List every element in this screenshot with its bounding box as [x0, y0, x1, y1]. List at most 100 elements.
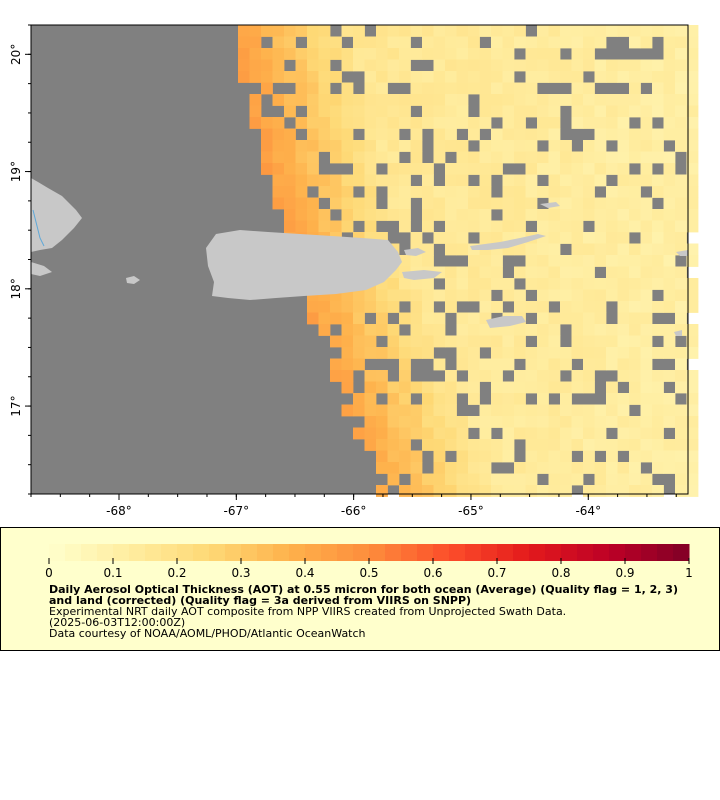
aot-cell	[456, 289, 469, 302]
aot-cell	[652, 209, 664, 221]
aot-cell	[548, 335, 561, 348]
aot-cell	[640, 381, 653, 394]
aot-cell	[284, 140, 296, 152]
aot-cell	[456, 25, 469, 37]
aot-cell	[445, 301, 457, 313]
aot-cell	[376, 82, 388, 95]
aot-cell	[560, 416, 572, 428]
aot-cell	[525, 151, 538, 164]
aot-cell	[686, 485, 699, 497]
aot-cell	[341, 289, 354, 302]
aot-cell	[456, 278, 469, 290]
aot-cell	[376, 209, 388, 221]
aot-cell	[249, 117, 262, 129]
aot-cell	[640, 370, 653, 382]
aot-cell	[433, 232, 446, 244]
aot-cell	[560, 220, 572, 233]
aot-cell	[652, 278, 664, 290]
aot-cell	[525, 71, 538, 83]
aot-cell	[663, 94, 676, 106]
legend-text: Daily Aerosol Optical Thickness (AOT) at…	[49, 584, 689, 639]
aot-cell	[514, 301, 526, 313]
aot-cell	[583, 232, 595, 244]
aot-cell	[410, 128, 423, 141]
aot-cell	[491, 82, 503, 95]
aot-cell	[491, 404, 503, 417]
aot-cell	[686, 278, 699, 290]
aot-cell	[675, 105, 687, 118]
aot-cell	[249, 71, 262, 83]
aot-cell	[606, 243, 618, 256]
aot-cell	[491, 266, 503, 279]
aot-cell	[606, 462, 618, 474]
aot-cell	[353, 324, 365, 336]
colorbar-bin	[369, 544, 386, 561]
aot-cell	[652, 381, 664, 394]
aot-cell	[514, 324, 526, 336]
aot-cell	[560, 485, 572, 497]
aot-cell	[571, 347, 584, 359]
aot-cell	[525, 485, 538, 497]
aot-cell	[571, 25, 584, 37]
aot-cell	[261, 128, 273, 141]
aot-cell	[629, 36, 641, 49]
aot-cell	[249, 36, 262, 49]
aot-cell	[537, 36, 549, 49]
aot-cell	[479, 151, 492, 164]
aot-cell	[525, 450, 538, 463]
aot-cell	[330, 94, 342, 106]
aot-cell	[629, 197, 641, 210]
colorbar-bin	[545, 544, 562, 561]
aot-cell	[238, 48, 250, 60]
aot-cell	[548, 140, 561, 152]
aot-cell	[479, 473, 492, 486]
aot-cell	[353, 289, 365, 302]
colorbar-bin	[49, 544, 66, 561]
aot-cell	[583, 358, 595, 371]
aot-cell	[606, 416, 618, 428]
aot-cell	[537, 427, 549, 440]
aot-cell	[295, 48, 308, 60]
aot-cell	[571, 278, 584, 290]
saba-area	[674, 330, 682, 336]
aot-cell	[307, 289, 319, 302]
aot-cell	[376, 404, 388, 417]
aot-cell	[594, 427, 607, 440]
aot-cell	[606, 117, 618, 129]
aot-cell	[491, 324, 503, 336]
aot-cell	[525, 48, 538, 60]
aot-cell	[295, 151, 308, 164]
aot-cell	[560, 473, 572, 486]
aot-cell	[456, 462, 469, 474]
colorbar-label: 0.5	[359, 566, 378, 580]
aot-cell	[640, 266, 653, 279]
aot-cell	[422, 255, 434, 267]
aot-cell	[479, 335, 492, 348]
aot-cell	[525, 128, 538, 141]
aot-cell	[583, 163, 595, 175]
aot-cell	[468, 462, 480, 474]
aot-cell	[583, 439, 595, 451]
aot-cell	[514, 243, 526, 256]
aot-cell	[295, 25, 308, 37]
aot-cell	[663, 220, 676, 233]
aot-cell	[548, 416, 561, 428]
aot-cell	[652, 450, 664, 463]
colorbar-bin	[657, 544, 674, 561]
aot-cell	[433, 358, 446, 371]
aot-cell	[295, 174, 308, 187]
aot-cell	[468, 324, 480, 336]
aot-cell	[652, 404, 664, 417]
mona-island	[126, 276, 140, 284]
aot-cell	[272, 117, 285, 129]
aot-cell	[422, 163, 434, 175]
aot-cell	[387, 427, 400, 440]
aot-cell	[341, 128, 354, 141]
colorbar-bin	[529, 544, 546, 561]
aot-cell	[606, 186, 618, 198]
aot-cell	[629, 25, 641, 37]
aot-cell	[410, 473, 423, 486]
aot-cell	[571, 163, 584, 175]
aot-cell	[445, 416, 457, 428]
aot-cell	[617, 94, 630, 106]
